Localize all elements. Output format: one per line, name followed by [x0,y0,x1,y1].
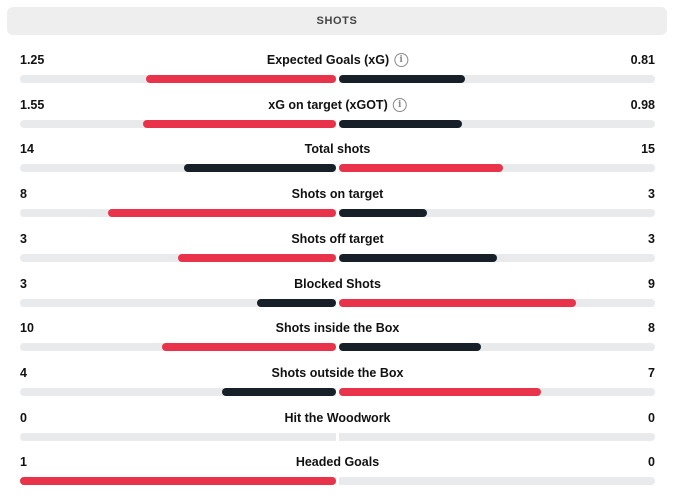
home-bar-track [20,164,336,172]
stat-label: Shots off target [291,232,384,246]
away-bar-fill [339,254,497,262]
stat-label: Expected Goals (xG) [266,53,390,67]
stat-label-wrap: Shots on target [292,186,384,202]
stat-label-wrap: Expected Goals (xG) i [266,52,409,68]
stat-label-wrap: Hit the Woodwork [284,410,390,426]
home-bar-track [20,120,336,128]
home-bar-fill [257,299,336,307]
stat-row: 3 Blocked Shots 9 [20,276,655,310]
stat-label-wrap: xG on target (xGOT) i [268,97,407,113]
away-bar-fill [339,299,576,307]
away-bar-track [339,120,655,128]
info-icon[interactable]: i [392,98,407,112]
stat-label-wrap: Headed Goals [296,454,379,470]
away-value: 0 [648,455,655,469]
away-bar-track [339,388,655,396]
home-value: 1.55 [20,98,45,112]
stat-label: xG on target (xGOT) [268,98,388,112]
stat-label: Total shots [304,142,371,156]
stat-row: 8 Shots on target 3 [20,186,655,220]
home-value: 4 [20,366,27,380]
stat-row: 1 Headed Goals 0 [20,454,655,488]
away-value: 0.98 [630,98,655,112]
away-bar-track [339,433,655,441]
home-bar-track [20,343,336,351]
home-value: 10 [20,321,34,335]
away-bar-track [339,343,655,351]
away-bar-fill [339,120,462,128]
away-value: 3 [648,232,655,246]
stat-row: 14 Total shots 15 [20,141,655,175]
home-bar-track [20,209,336,217]
stat-label: Headed Goals [295,455,380,469]
away-bar-fill [339,209,427,217]
stat-label-wrap: Shots outside the Box [272,365,404,381]
stat-label: Shots inside the Box [275,321,400,335]
stat-row: 3 Shots off target 3 [20,231,655,265]
home-bar-fill [184,164,336,172]
home-bar-fill [178,254,336,262]
home-bar-track [20,75,336,83]
home-bar-track [20,388,336,396]
away-value: 15 [641,142,655,156]
home-bar-fill [143,120,336,128]
home-bar-fill [146,75,336,83]
stat-row: 0 Hit the Woodwork 0 [20,410,655,444]
home-value: 3 [20,232,27,246]
stat-row: 1.55 xG on target (xGOT) i 0.98 [20,97,655,131]
away-bar-track [339,164,655,172]
stat-label: Hit the Woodwork [284,411,391,425]
home-value: 8 [20,187,27,201]
stat-label-wrap: Shots off target [291,231,383,247]
home-value: 0 [20,411,27,425]
home-bar-fill [162,343,336,351]
away-bar-track [339,254,655,262]
away-bar-track [339,75,655,83]
away-bar-track [339,299,655,307]
away-value: 0.81 [630,53,655,67]
home-bar-track [20,299,336,307]
stat-label-wrap: Shots inside the Box [276,320,400,336]
home-bar-fill [20,477,336,485]
stat-row: 10 Shots inside the Box 8 [20,320,655,354]
stat-row: 4 Shots outside the Box 7 [20,365,655,399]
home-bar-fill [222,388,336,396]
away-bar-fill [339,75,465,83]
away-value: 8 [648,321,655,335]
home-bar-track [20,254,336,262]
away-value: 7 [648,366,655,380]
stat-label: Blocked Shots [294,277,381,291]
home-value: 3 [20,277,27,291]
stat-label-wrap: Total shots [305,141,371,157]
away-bar-fill [339,388,541,396]
away-bar-track [339,209,655,217]
stat-label: Shots outside the Box [271,366,404,380]
home-value: 14 [20,142,34,156]
section-header-shots: SHOTS [7,7,667,35]
away-value: 3 [648,187,655,201]
away-value: 9 [648,277,655,291]
away-value: 0 [648,411,655,425]
section-title: SHOTS [316,15,358,27]
home-bar-track [20,433,336,441]
away-bar-track [339,477,655,485]
away-bar-fill [339,343,481,351]
home-value: 1.25 [20,53,45,67]
home-value: 1 [20,455,27,469]
info-icon[interactable]: i [394,53,409,67]
home-bar-fill [108,209,336,217]
stat-label: Shots on target [291,187,384,201]
home-bar-track [20,477,336,485]
stat-label-wrap: Blocked Shots [294,276,381,292]
stat-row: 1.25 Expected Goals (xG) i 0.81 [20,52,655,86]
away-bar-fill [339,164,503,172]
